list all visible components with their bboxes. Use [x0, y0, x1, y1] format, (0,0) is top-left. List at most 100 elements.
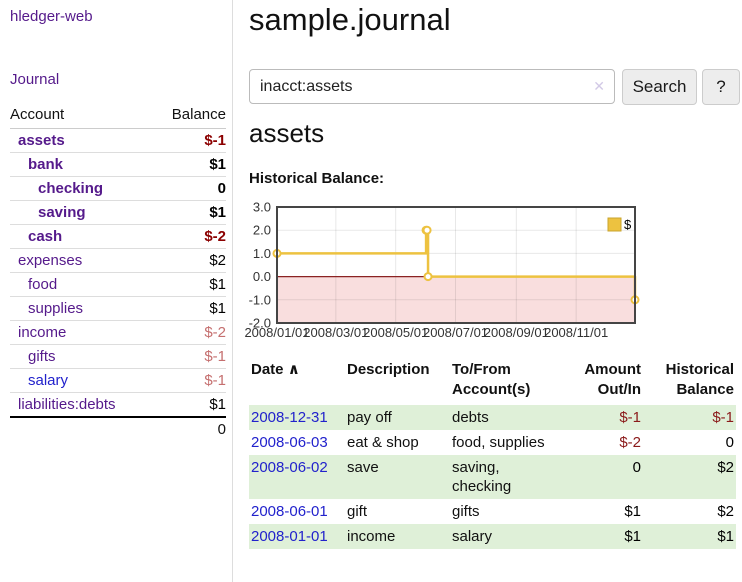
register-row: 2008-12-31 pay off debts $-1 $-1 — [249, 405, 736, 430]
account-name-cell: checking — [10, 176, 153, 201]
account-balance: $1 — [152, 272, 226, 297]
journal-title: sample.journal — [249, 2, 451, 37]
register-description: eat & shop — [347, 434, 419, 451]
x-tick-label: 2008/11/01 — [544, 325, 608, 340]
legend-swatch — [607, 217, 622, 232]
legend-label: $ — [624, 217, 632, 232]
accounts-header-balance: Balance — [152, 102, 226, 129]
register-row: 2008-06-01 gift gifts $1 $2 — [249, 499, 736, 524]
sidebar-account-row: checking 0 — [10, 176, 226, 201]
account-link[interactable]: assets — [18, 132, 65, 149]
account-link[interactable]: liabilities:debts — [18, 396, 116, 413]
transaction-date-link[interactable]: 2008-01-01 — [251, 528, 328, 545]
register-date-cell: 2008-12-31 — [249, 405, 345, 430]
register-date-cell: 2008-06-01 — [249, 499, 345, 524]
register-balance: $2 — [717, 503, 734, 520]
x-tick-label: 2008/09/01 — [484, 325, 549, 340]
sidebar-account-row: cash $-2 — [10, 224, 226, 249]
account-balance: $-1 — [152, 368, 226, 393]
data-point-marker — [422, 225, 432, 235]
historical-balance-label: Historical Balance: — [249, 170, 385, 187]
search-button[interactable]: Search — [622, 69, 697, 105]
register-header-accounts: To/From Account(s) — [452, 361, 531, 398]
register-accounts: salary — [452, 528, 493, 545]
app-brand-link[interactable]: hledger-web — [10, 8, 93, 25]
register-balance: $2 — [717, 459, 734, 476]
accounts-total-value: 0 — [217, 421, 226, 438]
account-name-cell: bank — [10, 152, 153, 177]
clear-search-icon[interactable]: ✕ — [593, 78, 605, 94]
register-amount: 0 — [632, 459, 641, 476]
x-tick-label: 2008/01/01 — [244, 325, 309, 340]
account-balance: $1 — [152, 200, 226, 225]
account-name-cell: liabilities:debts — [10, 392, 153, 418]
account-balance: $2 — [152, 248, 226, 273]
x-tick-label: 2008/07/01 — [423, 325, 488, 340]
register-amount: $1 — [624, 528, 641, 545]
accounts-table: Account Balance assets $-1 bank $1 checking 0… — [10, 102, 226, 441]
search-input[interactable] — [249, 69, 615, 104]
register-accounts: gifts — [452, 503, 480, 520]
y-tick-label: 1.0 — [253, 246, 271, 261]
register-header-description: Description — [347, 361, 430, 378]
register-amount: $-1 — [619, 409, 641, 426]
account-link[interactable]: checking — [38, 180, 104, 197]
account-link[interactable]: income — [18, 324, 67, 341]
transaction-date-link[interactable]: 2008-06-01 — [251, 503, 328, 520]
plot-border — [276, 206, 636, 324]
account-link[interactable]: saving — [38, 204, 86, 221]
accounts-total-spacer — [10, 417, 153, 441]
register-balance: $1 — [717, 528, 734, 545]
register-row: 2008-06-03 eat & shop food, supplies $-2 0 — [249, 430, 736, 455]
account-link[interactable]: bank — [28, 156, 64, 173]
y-tick-label: 0.0 — [253, 269, 271, 284]
x-tick-label: 2008/05/01 — [363, 325, 428, 340]
account-name-cell: expenses — [10, 248, 153, 273]
sidebar-account-row: salary $-1 — [10, 368, 226, 393]
account-link[interactable]: expenses — [18, 252, 83, 269]
account-balance: $1 — [152, 296, 226, 321]
register-description: save — [347, 459, 379, 476]
accounts-header-row: Account Balance — [10, 102, 226, 129]
accounts-header-account: Account — [10, 102, 153, 129]
account-name-cell: gifts — [10, 344, 153, 369]
y-tick-label: -1.0 — [249, 292, 271, 307]
account-name-cell: supplies — [10, 296, 153, 321]
sidebar-account-row: income $-2 — [10, 320, 226, 345]
nav-journal-link[interactable]: Journal — [10, 71, 60, 88]
sidebar-account-row: gifts $-1 — [10, 344, 226, 369]
account-name-cell: salary — [10, 368, 153, 393]
x-tick-label: 2008/03/01 — [303, 325, 368, 340]
sidebar-account-row: supplies $1 — [10, 296, 226, 321]
register-accounts: saving, checking — [452, 459, 512, 495]
account-link[interactable]: salary — [28, 372, 69, 389]
sidebar-account-row: liabilities:debts $1 — [10, 392, 226, 418]
register-balance: $-1 — [712, 409, 734, 426]
account-heading: assets — [249, 118, 325, 148]
register-amount: $1 — [624, 503, 641, 520]
account-name-cell: food — [10, 272, 153, 297]
transaction-date-link[interactable]: 2008-12-31 — [251, 409, 328, 426]
sidebar-account-row: bank $1 — [10, 152, 226, 177]
register-header-row: Date ∧ Description To/From Account(s) Am… — [249, 358, 736, 405]
help-button[interactable]: ? — [702, 69, 740, 105]
negative-region — [277, 276, 635, 323]
account-link[interactable]: cash — [28, 228, 63, 245]
transaction-date-link[interactable]: 2008-06-02 — [251, 459, 328, 476]
register-date-cell: 2008-01-01 — [249, 524, 345, 549]
balance-chart: $3.0 2.0 1.0 0.0 -1.0 -2.0 2008/01/01 2008/03/0… — [243, 200, 643, 348]
register-header-balance: Historical Balance — [665, 361, 734, 398]
register-balance: 0 — [725, 434, 734, 451]
register-header-date[interactable]: Date ∧ — [249, 358, 345, 405]
account-balance: $-2 — [152, 320, 226, 345]
register-table: Date ∧ Description To/From Account(s) Am… — [249, 358, 736, 549]
account-balance: 0 — [152, 176, 226, 201]
register-description: gift — [347, 503, 368, 520]
account-link[interactable]: gifts — [28, 348, 56, 365]
account-link[interactable]: supplies — [28, 300, 84, 317]
register-amount: $-2 — [619, 434, 641, 451]
account-balance: $-2 — [152, 224, 226, 249]
register-accounts: debts — [452, 409, 489, 426]
transaction-date-link[interactable]: 2008-06-03 — [251, 434, 328, 451]
account-link[interactable]: food — [28, 276, 58, 293]
